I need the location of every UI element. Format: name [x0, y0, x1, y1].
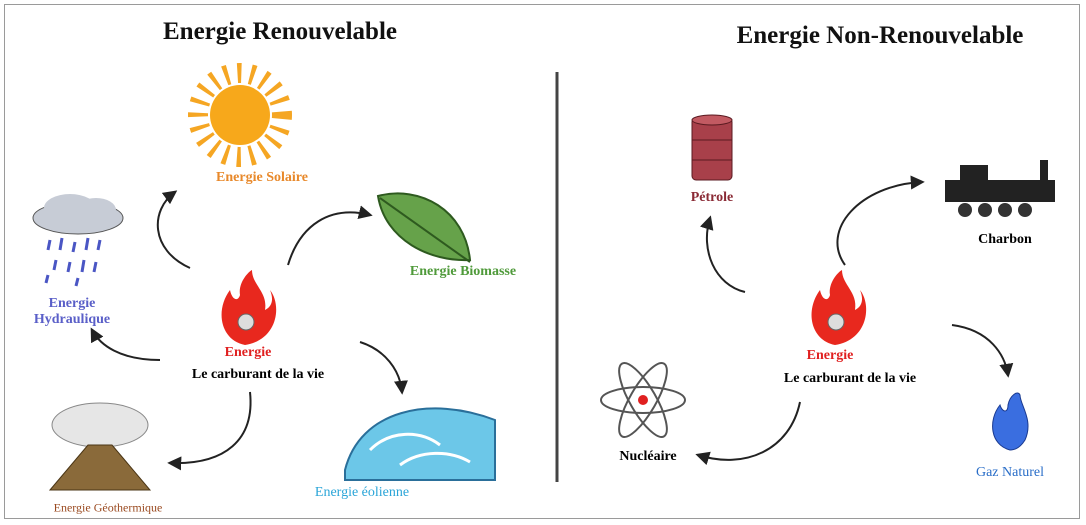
node-label: Charbon: [978, 232, 1032, 248]
node-label: Energie Géothermique: [54, 501, 163, 516]
node-label: Nucléaire: [619, 449, 676, 465]
diagram: [0, 0, 1086, 525]
page: Energie Renouvelable Energie Non-Renouve…: [0, 0, 1086, 525]
wave-icon: [345, 408, 495, 480]
train-icon: [945, 160, 1055, 217]
fire-icon: [222, 270, 277, 345]
node-label: Pétrole: [691, 190, 734, 206]
fire-icon: [812, 270, 867, 345]
panel-title: Energie Renouvelable: [163, 18, 397, 46]
atom-icon: [601, 357, 685, 443]
node-label: Gaz Naturel: [976, 465, 1044, 481]
node-label: Energie éolienne: [315, 485, 409, 501]
leaf-icon: [378, 193, 470, 262]
barrel-icon: [692, 115, 732, 180]
center-title: Energie: [225, 345, 272, 361]
node-label: Energie Solaire: [216, 170, 308, 186]
sun-icon: [210, 85, 270, 145]
panel-title: Energie Non-Renouvelable: [737, 22, 1024, 50]
center-title: Energie: [807, 348, 854, 364]
node-label: Energie Hydraulique: [27, 296, 117, 328]
center-subtitle: Le carburant de la vie: [784, 371, 916, 387]
cloud-icon: [33, 194, 123, 286]
node-label: Energie Biomasse: [410, 264, 516, 280]
center-subtitle: Le carburant de la vie: [192, 367, 324, 383]
volcano-icon: [50, 403, 150, 490]
gas-icon: [993, 393, 1028, 450]
